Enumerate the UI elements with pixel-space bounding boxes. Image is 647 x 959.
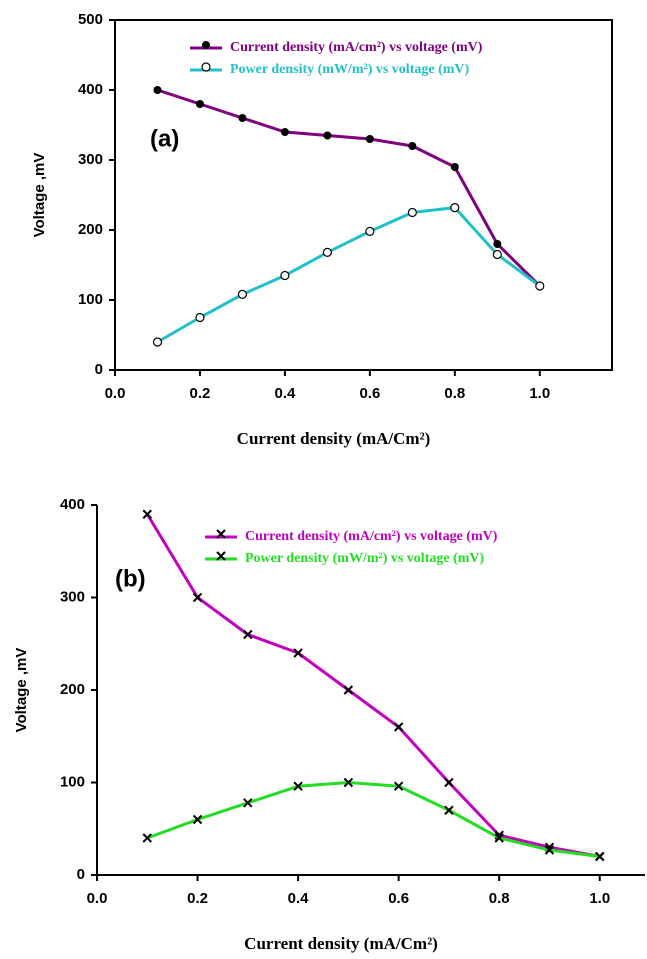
legend-marker xyxy=(202,41,210,49)
y-axis-label: Voltage ,mV xyxy=(31,153,48,238)
y-tick-label: 500 xyxy=(78,11,103,28)
series-line xyxy=(145,513,601,858)
marker xyxy=(142,833,152,843)
marker xyxy=(192,814,203,825)
marker xyxy=(393,781,404,791)
marker xyxy=(544,845,555,855)
y-tick-label: 0 xyxy=(95,361,103,378)
marker xyxy=(407,207,417,218)
legend-marker xyxy=(201,62,211,72)
legend-label: Power density (mW/m²) vs voltage (mV) xyxy=(245,551,485,566)
x-tick-label: 1.0 xyxy=(589,890,610,907)
x-tick-label: 0.4 xyxy=(288,890,310,907)
y-tick-label: 0 xyxy=(77,866,85,883)
panel-label: (a) xyxy=(150,125,179,152)
marker xyxy=(365,135,374,143)
x-tick-label: 0.6 xyxy=(388,890,409,907)
x-axis-label: Current density (mA/Cm²) xyxy=(244,934,438,953)
marker xyxy=(293,781,303,791)
y-tick-label: 100 xyxy=(78,291,103,308)
marker xyxy=(243,798,253,808)
y-tick-label: 400 xyxy=(60,496,85,513)
x-axis-label: Current density (mA/Cm²) xyxy=(237,429,431,448)
marker xyxy=(393,722,404,732)
marker xyxy=(293,648,303,658)
marker xyxy=(535,281,545,291)
legend-label: Power density (mW/m²) vs voltage (mV) xyxy=(230,62,470,77)
marker xyxy=(237,289,248,299)
marker xyxy=(142,509,152,519)
marker xyxy=(195,312,205,323)
marker xyxy=(450,203,460,213)
marker xyxy=(323,131,332,140)
x-tick-label: 1.0 xyxy=(529,385,550,402)
x-tick-label: 0.8 xyxy=(444,385,465,402)
x-tick-label: 0.6 xyxy=(359,385,380,402)
marker xyxy=(365,226,375,236)
y-tick-label: 200 xyxy=(60,681,85,698)
series-line xyxy=(157,88,541,288)
x-tick-label: 0.8 xyxy=(489,890,510,907)
x-tick-label: 0.2 xyxy=(190,385,211,402)
marker xyxy=(322,247,332,257)
marker xyxy=(494,833,504,843)
legend-marker xyxy=(216,551,226,561)
marker xyxy=(192,592,203,603)
marker xyxy=(444,777,454,788)
marker xyxy=(153,86,162,94)
marker xyxy=(595,851,605,862)
x-tick-label: 0.4 xyxy=(274,385,296,402)
series-line xyxy=(156,206,541,344)
panel-label: (b) xyxy=(115,565,146,592)
legend-label: Current density (mA/cm²) vs voltage (mV) xyxy=(245,529,498,544)
y-tick-label: 300 xyxy=(78,151,103,168)
marker xyxy=(450,163,459,171)
marker xyxy=(280,128,289,136)
y-tick-label: 300 xyxy=(60,588,85,605)
x-tick-label: 0.2 xyxy=(187,890,208,907)
legend-label: Current density (mA/cm²) vs voltage (mV) xyxy=(230,40,483,55)
marker xyxy=(152,337,163,347)
marker xyxy=(444,805,454,815)
x-tick-label: 0.0 xyxy=(87,890,108,907)
marker xyxy=(195,100,204,108)
marker xyxy=(238,114,247,122)
y-axis-label: Voltage ,mV xyxy=(13,648,30,733)
y-tick-label: 100 xyxy=(60,773,85,790)
marker xyxy=(343,685,354,695)
x-tick-label: 0.0 xyxy=(105,385,126,402)
y-tick-label: 400 xyxy=(78,81,103,98)
series-line xyxy=(146,780,600,858)
y-tick-label: 200 xyxy=(78,221,103,238)
marker xyxy=(493,240,502,248)
marker xyxy=(280,270,290,281)
marker xyxy=(343,777,354,788)
marker xyxy=(243,629,253,640)
plot-frame xyxy=(114,19,613,371)
legend-marker xyxy=(216,529,226,539)
marker xyxy=(408,142,417,150)
marker xyxy=(492,249,502,260)
